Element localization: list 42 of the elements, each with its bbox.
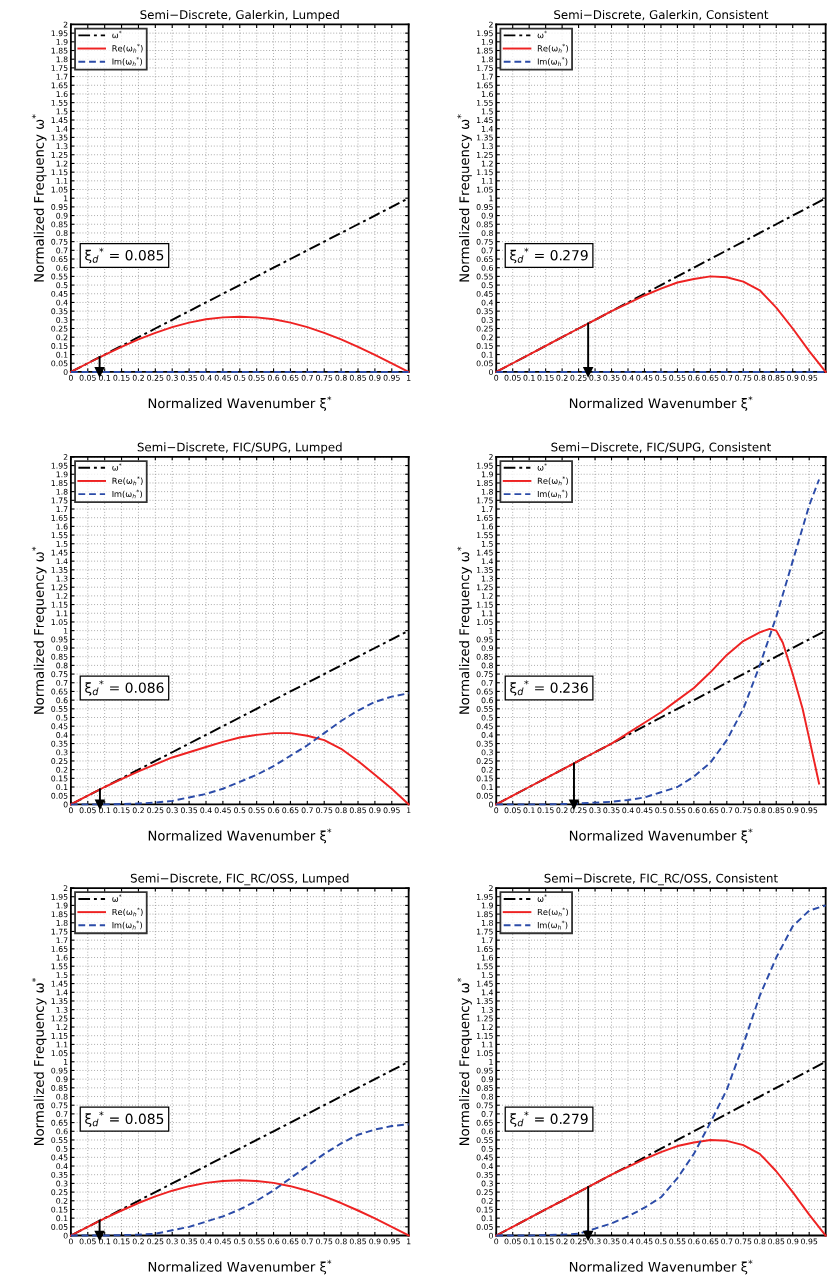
legend-label: Im(ω$_{h}$$^{*}$) (112, 57, 142, 66)
y-axis-title: Normalized Frequency ω$^{*}$ (31, 977, 47, 1145)
chart-title: Semi−Discrete, Galerkin, Consistent (554, 9, 769, 21)
legend-label: Re(ω$_{h}$$^{*}$) (112, 907, 143, 917)
legend-label: ω$^{*}$ (112, 463, 122, 471)
legend-label: Im(ω$_{h}$$^{*}$) (537, 489, 568, 499)
legend-label: Re(ω$_{h}$$^{*}$) (537, 476, 568, 486)
legend-label: ω$^{*}$ (112, 30, 122, 39)
x-axis-title: Normalized Wavenumber ξ$^{*}$ (148, 396, 332, 411)
y-axis-title: Normalized Frequency ω$^{*}$ (457, 114, 472, 282)
y-axis-title: Normalized Frequency ω$^{*}$ (31, 546, 47, 714)
legend-label: Im(ω$_{h}$$^{*}$) (112, 920, 142, 930)
annotation: ξ$_{d}$$^{*}$ = 0.085 (85, 1111, 164, 1127)
y-axis-title: Normalized Frequency ω$^{*}$ (31, 114, 47, 282)
x-axis-title: Normalized Wavenumber ξ$^{*}$ (569, 1259, 753, 1275)
legend-label: Im(ω$_{h}$$^{*}$) (112, 489, 142, 499)
chart-title: Semi−Discrete, FIC_RC/OSS, Consistent (544, 873, 778, 886)
legend-label: Im(ω$_{h}$$^{*}$) (537, 57, 568, 66)
legend-label: ω$^{*}$ (537, 30, 547, 39)
chart-title: Semi−Discrete, Galerkin, Lumped (140, 9, 339, 22)
x-axis-title: Normalized Wavenumber ξ$^{*}$ (148, 828, 332, 844)
annotation: ξ$_{d}$$^{*}$ = 0.279 (510, 1111, 588, 1127)
chart-title: Semi−Discrete, FIC/SUPG, Lumped (137, 442, 342, 454)
y-axis-title: Normalized Frequency ω$^{*}$ (457, 546, 472, 714)
legend-label: Re(ω$_{h}$$^{*}$) (112, 43, 143, 53)
x-axis-title: Normalized Wavenumber ξ$^{*}$ (569, 396, 753, 411)
x-axis-title: Normalized Wavenumber ξ$^{*}$ (148, 1259, 332, 1275)
annotation: ξ$_{d}$$^{*}$ = 0.086 (85, 680, 164, 696)
chart-title: Semi−Discrete, FIC_RC/OSS, Lumped (130, 873, 349, 886)
legend-label: ω$^{*}$ (537, 894, 547, 902)
legend-label: Re(ω$_{h}$$^{*}$) (537, 907, 568, 917)
legend-label: Re(ω$_{h}$$^{*}$) (112, 476, 143, 486)
legend-label: ω$^{*}$ (537, 463, 547, 471)
chart-title: Semi−Discrete, FIC/SUPG, Consistent (551, 442, 771, 453)
annotation: ξ$_{d}$$^{*}$ = 0.279 (510, 247, 588, 264)
legend-label: Im(ω$_{h}$$^{*}$) (537, 920, 568, 930)
y-axis-title: Normalized Frequency ω$^{*}$ (457, 977, 472, 1145)
legend-label: ω$^{*}$ (112, 894, 122, 902)
x-axis-title: Normalized Wavenumber ξ$^{*}$ (569, 828, 753, 844)
annotation: ξ$_{d}$$^{*}$ = 0.236 (510, 680, 588, 696)
legend-label: Re(ω$_{h}$$^{*}$) (537, 43, 568, 53)
annotation: ξ$_{d}$$^{*}$ = 0.085 (85, 247, 164, 264)
